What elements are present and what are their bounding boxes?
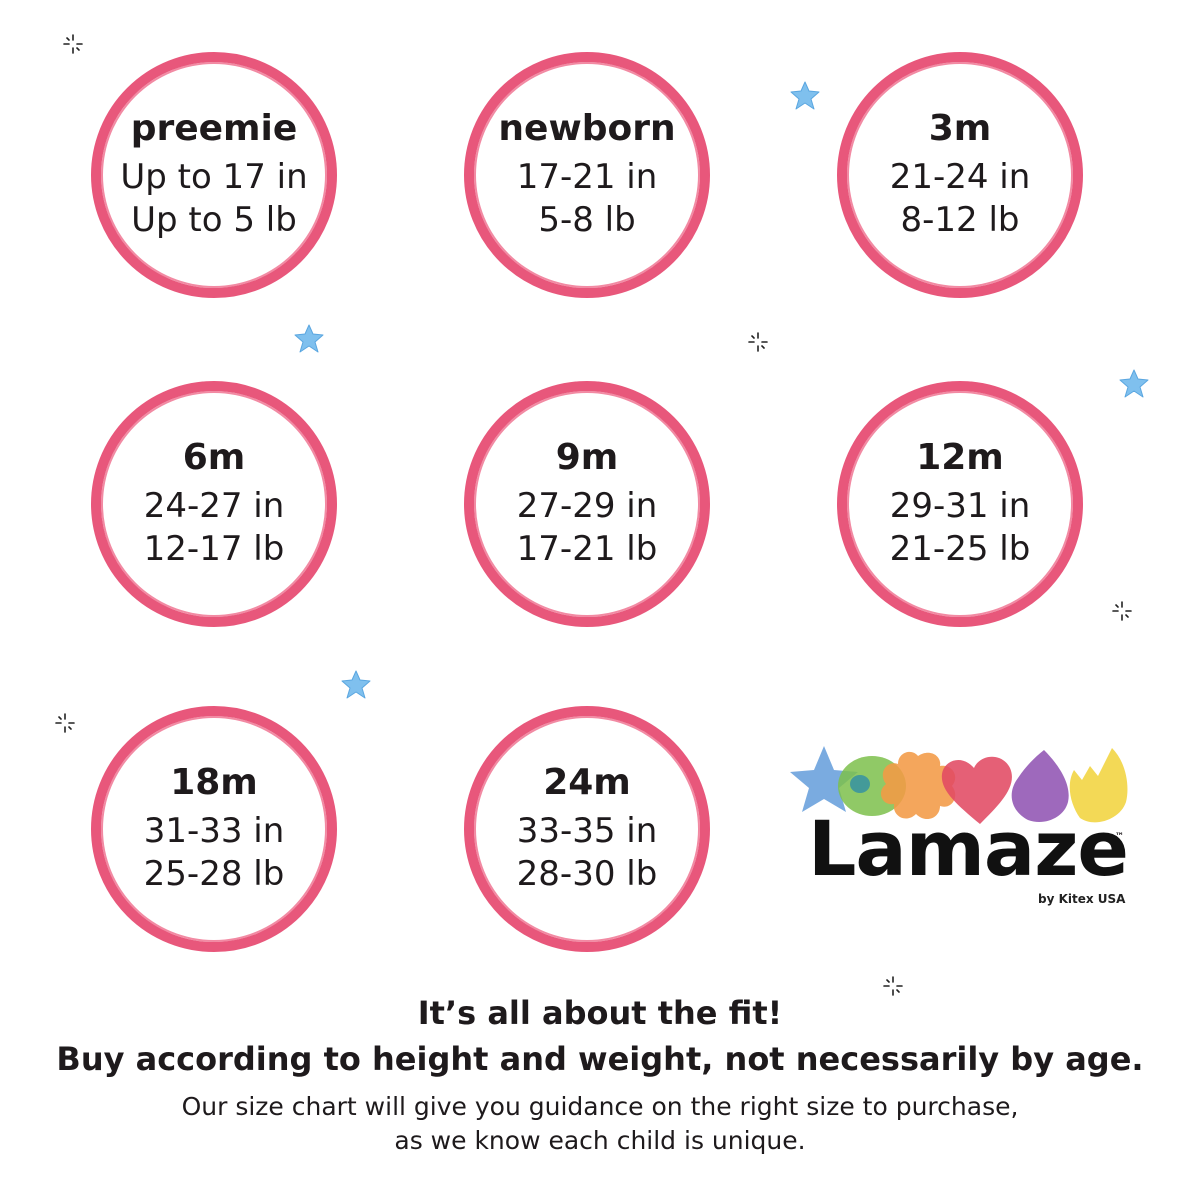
sparkle-icon xyxy=(55,713,75,733)
star-icon xyxy=(294,324,324,353)
size-height: 29-31 in xyxy=(889,486,1031,526)
sparkle-icon xyxy=(63,34,83,54)
size-weight: 5-8 lb xyxy=(538,200,636,240)
footer-body-line2: as we know each child is unique. xyxy=(394,1126,806,1155)
size-circle-newborn: newborn 17-21 in 5-8 lb xyxy=(464,52,710,298)
logo-shapes-icon xyxy=(790,746,1128,824)
size-height: 27-29 in xyxy=(516,486,658,526)
brand-byline: by Kitex USA xyxy=(1038,892,1126,906)
size-circle-preemie: preemie Up to 17 in Up to 5 lb xyxy=(91,52,337,298)
sparkle-icon xyxy=(883,976,903,996)
size-weight: Up to 5 lb xyxy=(131,200,297,240)
size-circle-24m: 24m 33-35 in 28-30 lb xyxy=(464,706,710,952)
size-label: 12m xyxy=(916,437,1004,478)
size-label: preemie xyxy=(130,108,298,149)
size-circle-3m: 3m 21-24 in 8-12 lb xyxy=(837,52,1083,298)
size-circle-6m: 6m 24-27 in 12-17 lb xyxy=(91,381,337,627)
footer-heading-line1: It’s all about the fit! xyxy=(417,994,783,1032)
size-weight: 12-17 lb xyxy=(143,529,285,569)
star-icon xyxy=(341,670,371,699)
size-label: 18m xyxy=(170,762,258,803)
size-weight: 21-25 lb xyxy=(889,529,1031,569)
size-circle-18m: 18m 31-33 in 25-28 lb xyxy=(91,706,337,952)
star-icon xyxy=(790,81,820,110)
size-height: 31-33 in xyxy=(143,811,285,851)
size-label: 9m xyxy=(555,437,619,478)
size-height: 21-24 in xyxy=(889,157,1031,197)
size-label: newborn xyxy=(498,108,676,149)
sparkle-icon xyxy=(1112,601,1132,621)
star-icon xyxy=(1119,369,1149,398)
brand-name: Lamaze xyxy=(808,804,1129,893)
sparkle-icon xyxy=(748,332,768,352)
footer-heading-line2: Buy according to height and weight, not … xyxy=(56,1040,1144,1078)
size-weight: 28-30 lb xyxy=(516,854,658,894)
size-circle-12m: 12m 29-31 in 21-25 lb xyxy=(837,381,1083,627)
size-height: 24-27 in xyxy=(143,486,285,526)
size-weight: 17-21 lb xyxy=(516,529,658,569)
brand-logo: Lamaze ™ by Kitex USA xyxy=(790,742,1135,912)
size-label: 3m xyxy=(928,108,992,149)
size-height: 17-21 in xyxy=(516,157,658,197)
size-weight: 8-12 lb xyxy=(900,200,1020,240)
size-weight: 25-28 lb xyxy=(143,854,285,894)
size-circle-9m: 9m 27-29 in 17-21 lb xyxy=(464,381,710,627)
footer-body-line1: Our size chart will give you guidance on… xyxy=(181,1092,1019,1121)
brand-trademark: ™ xyxy=(1115,832,1124,842)
size-height: 33-35 in xyxy=(516,811,658,851)
size-label: 6m xyxy=(182,437,246,478)
size-height: Up to 17 in xyxy=(120,157,308,197)
size-label: 24m xyxy=(543,762,631,803)
footer: It’s all about the fit! Buy according to… xyxy=(0,990,1200,1158)
